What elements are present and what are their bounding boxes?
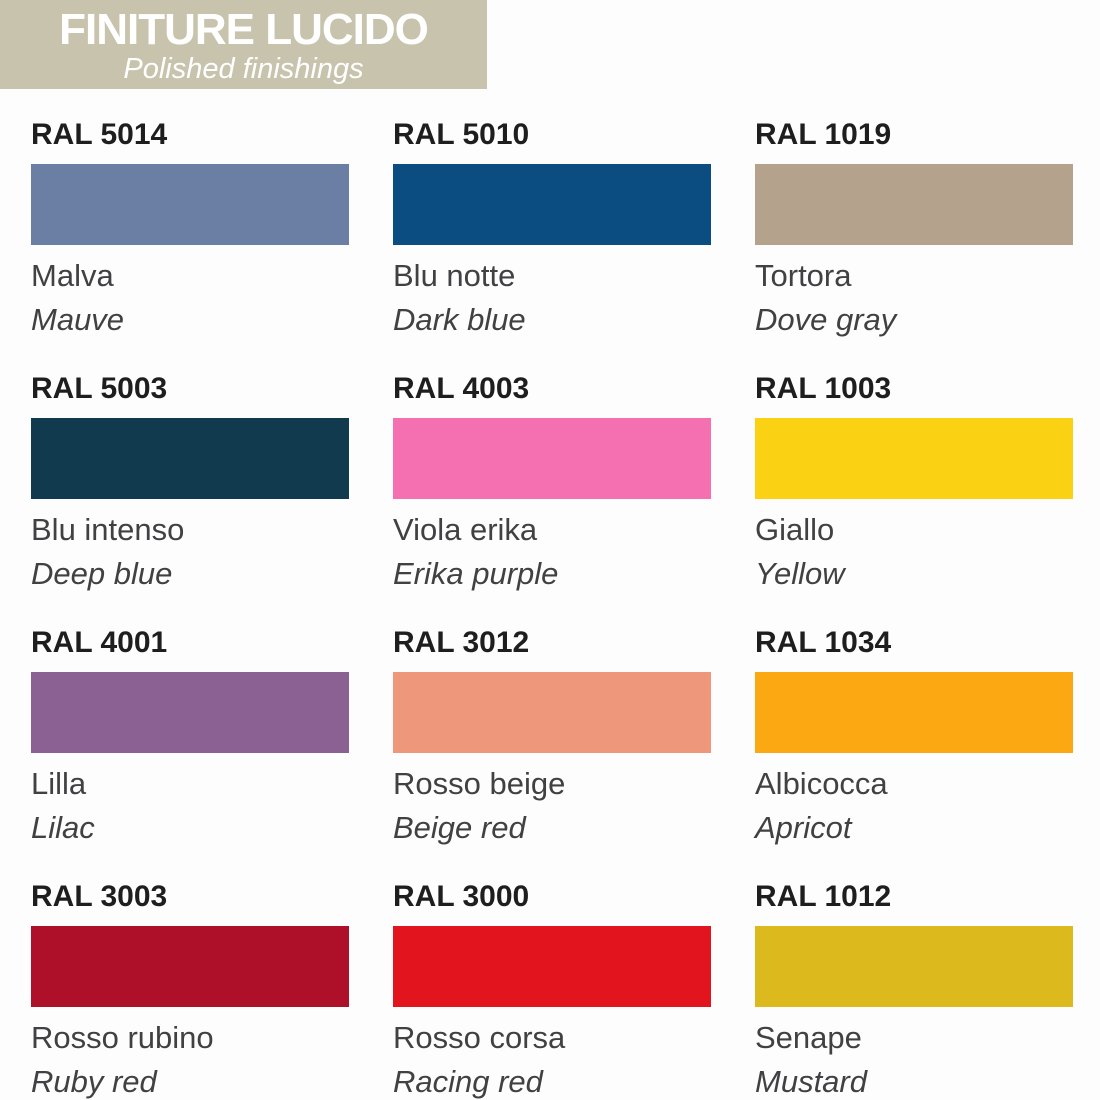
color-swatch bbox=[31, 418, 349, 499]
swatch-cell: RAL 1003 Giallo Yellow bbox=[755, 366, 1100, 620]
color-name-italian: Tortora bbox=[755, 258, 852, 293]
swatch-cell: RAL 1034 Albicocca Apricot bbox=[755, 620, 1100, 874]
color-swatch bbox=[31, 926, 349, 1007]
color-swatch bbox=[755, 418, 1073, 499]
color-name-english: Yellow bbox=[755, 556, 845, 591]
color-name-italian: Blu intenso bbox=[31, 512, 185, 547]
color-swatch bbox=[393, 418, 711, 499]
ral-code: RAL 5010 bbox=[393, 118, 530, 151]
ral-code: RAL 3012 bbox=[393, 626, 530, 659]
color-name-italian: Albicocca bbox=[755, 766, 888, 801]
ral-code: RAL 3003 bbox=[31, 880, 168, 913]
color-swatch bbox=[755, 926, 1073, 1007]
color-name-italian: Rosso beige bbox=[393, 766, 566, 801]
swatch-grid: RAL 5014 Malva Mauve RAL 5010 Blu notte … bbox=[31, 112, 1100, 1100]
swatch-cell: RAL 4003 Viola erika Erika purple bbox=[393, 366, 755, 620]
ral-code: RAL 1012 bbox=[755, 880, 892, 913]
color-name-english: Erika purple bbox=[393, 556, 559, 591]
ral-code: RAL 1034 bbox=[755, 626, 892, 659]
color-name-english: Mustard bbox=[755, 1064, 867, 1099]
color-name-italian: Giallo bbox=[755, 512, 835, 547]
color-swatch bbox=[755, 164, 1073, 245]
color-swatch bbox=[755, 672, 1073, 753]
ral-code: RAL 3000 bbox=[393, 880, 530, 913]
color-swatch bbox=[31, 164, 349, 245]
color-name-italian: Rosso corsa bbox=[393, 1020, 566, 1055]
section-header: FINITURE LUCIDO Polished finishings bbox=[0, 0, 487, 89]
swatch-cell: RAL 3012 Rosso beige Beige red bbox=[393, 620, 755, 874]
swatch-cell: RAL 1012 Senape Mustard bbox=[755, 874, 1100, 1100]
color-swatch bbox=[393, 164, 711, 245]
ral-code: RAL 5003 bbox=[31, 372, 168, 405]
swatch-cell: RAL 1019 Tortora Dove gray bbox=[755, 112, 1100, 366]
color-name-italian: Lilla bbox=[31, 766, 87, 801]
color-name-english: Dark blue bbox=[393, 302, 526, 337]
color-swatch bbox=[31, 672, 349, 753]
color-name-english: Beige red bbox=[393, 810, 526, 845]
ral-code: RAL 5014 bbox=[31, 118, 168, 151]
color-name-italian: Blu notte bbox=[393, 258, 516, 293]
ral-code: RAL 1019 bbox=[755, 118, 892, 151]
color-name-english: Racing red bbox=[393, 1064, 543, 1099]
swatch-cell: RAL 4001 Lilla Lilac bbox=[31, 620, 393, 874]
color-name-italian: Senape bbox=[755, 1020, 862, 1055]
color-name-italian: Viola erika bbox=[393, 512, 538, 547]
color-name-italian: Malva bbox=[31, 258, 114, 293]
color-name-english: Deep blue bbox=[31, 556, 173, 591]
color-name-english: Apricot bbox=[755, 810, 852, 845]
swatch-cell: RAL 3003 Rosso rubino Ruby red bbox=[31, 874, 393, 1100]
swatch-cell: RAL 3000 Rosso corsa Racing red bbox=[393, 874, 755, 1100]
color-name-english: Ruby red bbox=[31, 1064, 157, 1099]
color-name-english: Mauve bbox=[31, 302, 125, 337]
swatch-cell: RAL 5003 Blu intenso Deep blue bbox=[31, 366, 393, 620]
color-swatch bbox=[393, 672, 711, 753]
section-subtitle: Polished finishings bbox=[123, 52, 364, 85]
color-swatch bbox=[393, 926, 711, 1007]
color-name-english: Dove gray bbox=[755, 302, 897, 337]
color-name-english: Lilac bbox=[31, 810, 95, 845]
ral-code: RAL 1003 bbox=[755, 372, 892, 405]
section-title: FINITURE LUCIDO bbox=[59, 4, 429, 54]
ral-code: RAL 4001 bbox=[31, 626, 168, 659]
swatch-cell: RAL 5014 Malva Mauve bbox=[31, 112, 393, 366]
swatch-cell: RAL 5010 Blu notte Dark blue bbox=[393, 112, 755, 366]
color-name-italian: Rosso rubino bbox=[31, 1020, 214, 1055]
ral-code: RAL 4003 bbox=[393, 372, 530, 405]
